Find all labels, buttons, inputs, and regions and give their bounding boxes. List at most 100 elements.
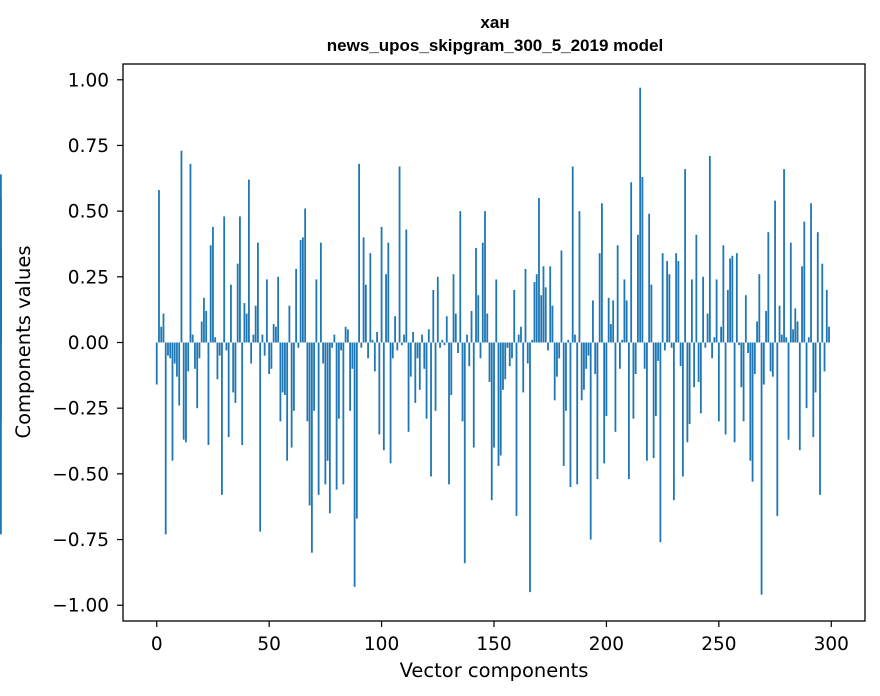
bar xyxy=(506,342,509,348)
bar xyxy=(592,300,594,343)
bar xyxy=(310,342,313,553)
bar xyxy=(405,229,408,343)
bar xyxy=(810,203,812,343)
bar xyxy=(493,342,495,448)
bar xyxy=(475,247,477,343)
bar xyxy=(391,342,394,359)
bar xyxy=(439,342,441,348)
bar xyxy=(414,342,417,403)
bar xyxy=(301,237,304,343)
bar xyxy=(778,305,781,343)
bar xyxy=(601,203,603,343)
bar xyxy=(522,342,525,393)
bar xyxy=(686,342,689,443)
bar xyxy=(319,242,322,343)
bar xyxy=(407,342,410,432)
bar xyxy=(335,342,338,490)
bar xyxy=(484,211,486,343)
bar xyxy=(677,261,680,343)
bar xyxy=(304,208,307,343)
bar xyxy=(697,342,700,382)
bar xyxy=(322,342,325,364)
bar xyxy=(315,279,318,343)
bar xyxy=(549,266,552,343)
y-tick-label: −0.75 xyxy=(52,530,109,551)
bar xyxy=(715,279,718,343)
bar xyxy=(423,342,426,369)
bar xyxy=(596,342,599,480)
bar xyxy=(452,274,455,343)
bar xyxy=(245,313,248,343)
bar xyxy=(209,245,212,343)
bar xyxy=(463,342,466,564)
bar xyxy=(819,342,821,495)
bar xyxy=(663,342,666,351)
bar xyxy=(189,163,192,343)
x-tick-label: 0 xyxy=(151,634,163,655)
bar xyxy=(292,342,295,411)
bar xyxy=(668,274,671,343)
bar xyxy=(200,321,203,343)
chart-title-model: news_upos_skipgram_300_5_2019 model xyxy=(327,36,663,55)
bar xyxy=(155,342,158,385)
bar xyxy=(164,342,167,535)
bar xyxy=(587,342,590,356)
bar xyxy=(162,313,165,343)
bar xyxy=(241,342,244,445)
bar xyxy=(729,258,731,343)
bar xyxy=(418,342,421,390)
bar xyxy=(823,342,826,372)
bar xyxy=(540,295,543,343)
bar xyxy=(702,276,705,343)
bar xyxy=(533,282,536,343)
bar xyxy=(358,163,360,343)
bar xyxy=(171,342,174,461)
bar xyxy=(250,342,253,364)
bar xyxy=(747,342,749,354)
x-axis-ticks: 0 50 100 150 200 250 300 xyxy=(151,621,849,655)
bar xyxy=(295,268,298,343)
bar xyxy=(257,242,259,343)
bar xyxy=(360,342,363,348)
bar xyxy=(185,342,187,443)
bar xyxy=(792,329,794,343)
bar xyxy=(299,240,302,343)
bar xyxy=(771,342,774,377)
bar xyxy=(216,342,219,380)
bar xyxy=(259,342,262,532)
bar xyxy=(589,342,592,540)
bar xyxy=(434,342,437,411)
bar xyxy=(313,342,316,411)
bar xyxy=(580,342,583,401)
bar xyxy=(389,342,392,464)
bar xyxy=(448,342,450,485)
bar xyxy=(517,334,520,343)
bar xyxy=(524,268,527,343)
bar xyxy=(333,334,336,343)
bar xyxy=(708,155,711,343)
bar xyxy=(349,342,351,411)
bar xyxy=(196,342,199,409)
bar xyxy=(612,300,615,343)
y-tick-label: −1.00 xyxy=(52,596,109,617)
bar xyxy=(290,342,293,448)
bar xyxy=(275,326,277,343)
bar xyxy=(538,198,540,343)
bar xyxy=(236,263,239,343)
bar xyxy=(637,234,639,343)
bar xyxy=(387,242,390,343)
bar xyxy=(416,342,419,359)
bar xyxy=(400,342,403,346)
bar xyxy=(457,342,459,354)
bar xyxy=(760,342,763,595)
bar xyxy=(812,342,815,438)
bar xyxy=(672,342,675,501)
bar xyxy=(180,150,183,343)
bar xyxy=(681,342,684,477)
bar xyxy=(511,342,513,359)
bar xyxy=(266,279,268,343)
bar xyxy=(459,211,462,343)
bar xyxy=(520,326,522,343)
bar xyxy=(337,342,340,419)
